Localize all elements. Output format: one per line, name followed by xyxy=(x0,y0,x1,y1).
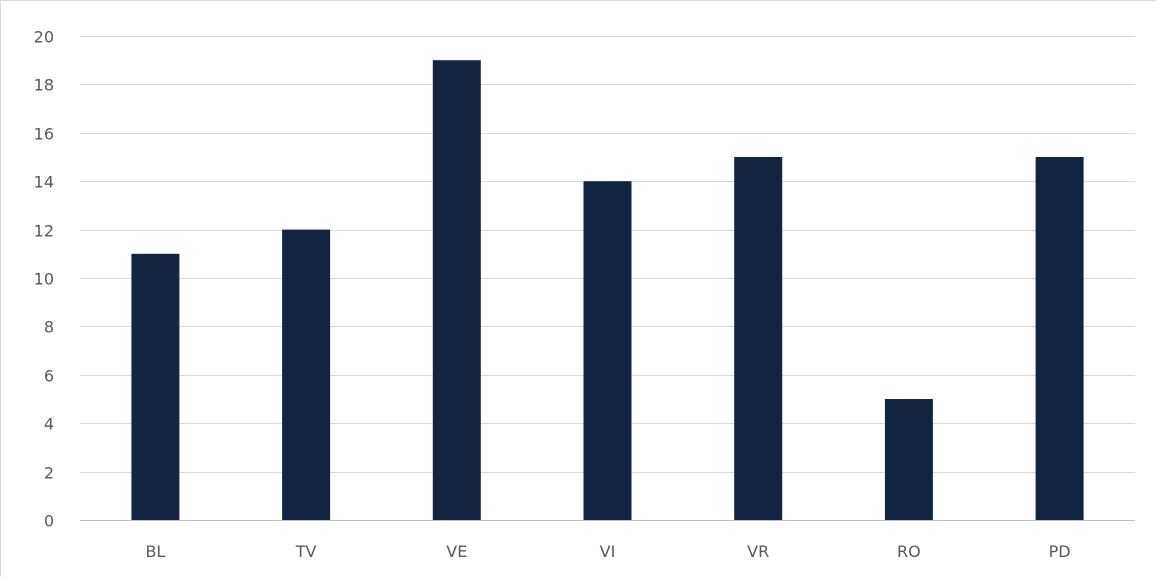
x-tick-label: PD xyxy=(1049,542,1071,561)
bars xyxy=(131,60,1084,521)
bar-bl xyxy=(131,253,180,521)
y-tick-label: 6 xyxy=(44,367,54,386)
y-tick-label: 20 xyxy=(34,28,54,47)
x-tick-label: VE xyxy=(446,542,467,561)
bar-vr xyxy=(734,157,783,520)
x-tick-label: BL xyxy=(145,542,165,561)
y-tick-label: 12 xyxy=(34,222,54,241)
y-axis-tick-labels: 0 2 4 6 8 10 12 14 16 18 20 xyxy=(34,28,54,531)
x-tick-label: VI xyxy=(600,542,616,561)
bar-tv xyxy=(282,229,331,520)
bar-pd xyxy=(1035,157,1084,520)
y-tick-label: 18 xyxy=(34,76,54,95)
x-axis-tick-labels: BL TV VE VI VR RO PD xyxy=(145,542,1070,561)
bar-ro xyxy=(884,399,933,520)
y-tick-label: 4 xyxy=(44,415,54,434)
y-tick-label: 10 xyxy=(34,270,54,289)
y-tick-label: 8 xyxy=(44,318,54,337)
x-tick-label: VR xyxy=(747,542,769,561)
y-tick-label: 0 xyxy=(44,512,54,531)
x-tick-label: RO xyxy=(897,542,921,561)
bar-vi xyxy=(583,181,632,520)
x-tick-label: TV xyxy=(295,542,317,561)
y-tick-label: 2 xyxy=(44,464,54,483)
bar-ve xyxy=(432,60,481,520)
y-tick-label: 14 xyxy=(34,173,54,192)
y-tick-label: 16 xyxy=(34,125,54,144)
